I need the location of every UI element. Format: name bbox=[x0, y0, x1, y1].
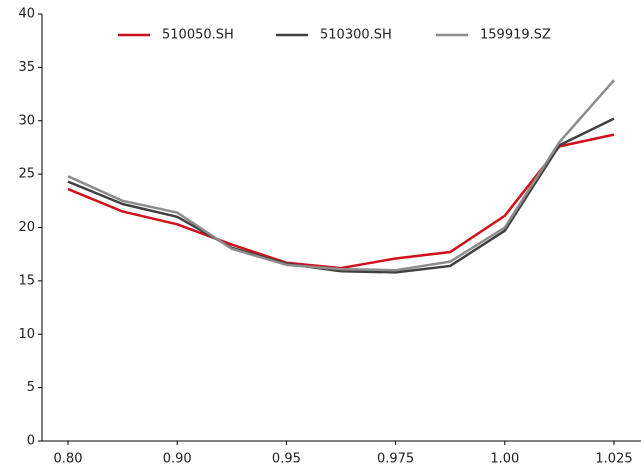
x-tick-label: 1.00 bbox=[490, 452, 519, 467]
series-line bbox=[67, 117, 615, 274]
x-tick-label: 0.90 bbox=[163, 452, 192, 467]
series-line bbox=[67, 133, 615, 270]
x-tick-label: 1.025 bbox=[595, 452, 632, 467]
y-tick-label: 20 bbox=[18, 220, 35, 235]
legend-label: 510050.SH bbox=[162, 28, 234, 43]
y-tick-label: 10 bbox=[18, 327, 35, 342]
y-tick-label: 25 bbox=[18, 167, 35, 182]
series-line bbox=[67, 79, 615, 272]
x-tick-label: 0.975 bbox=[377, 452, 414, 467]
y-tick-label: 35 bbox=[18, 60, 35, 75]
x-tick-label: 0.95 bbox=[272, 452, 301, 467]
y-tick-label: 30 bbox=[18, 113, 35, 128]
legend-label: 159919.SZ bbox=[480, 28, 551, 43]
x-tick-label: 0.80 bbox=[54, 452, 83, 467]
y-tick-label: 15 bbox=[18, 273, 35, 288]
y-tick-label: 0 bbox=[27, 434, 35, 449]
y-tick-label: 5 bbox=[27, 380, 35, 395]
y-tick-label: 40 bbox=[18, 7, 35, 22]
legend-label: 510300.SH bbox=[320, 28, 392, 43]
